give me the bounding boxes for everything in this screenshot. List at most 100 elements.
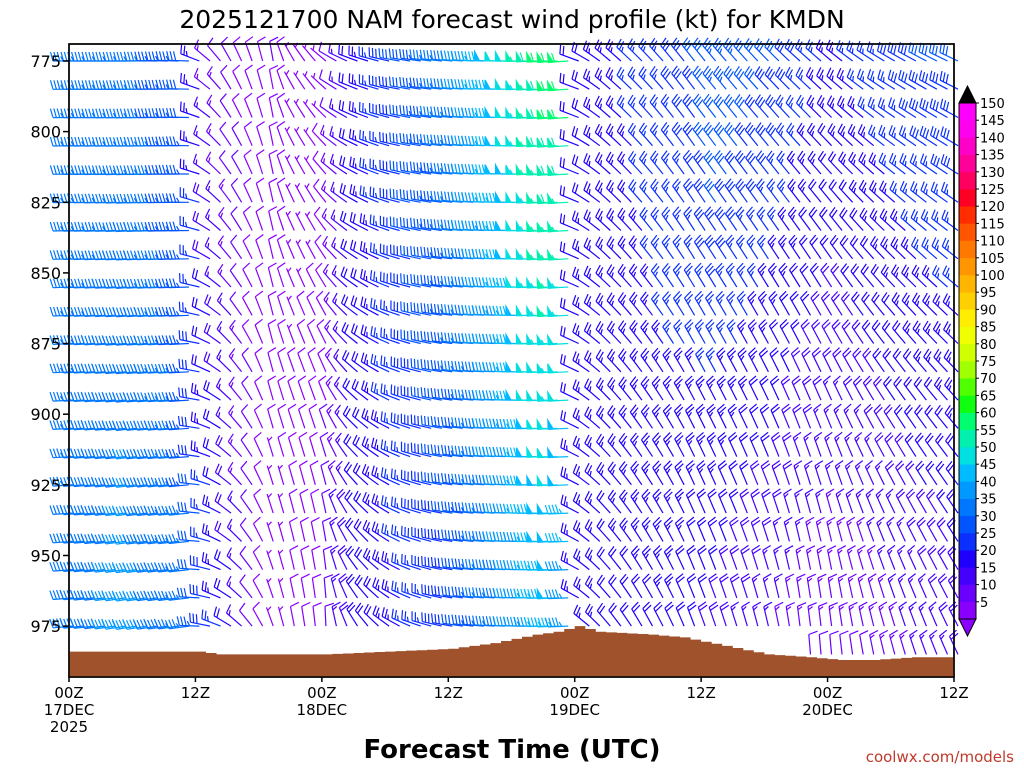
barb-feather [53, 221, 57, 232]
barb-feather [109, 80, 114, 90]
barb-feather [158, 278, 163, 288]
barb-feather [115, 307, 121, 317]
barb-feather [178, 301, 181, 312]
barb-feather [80, 392, 86, 402]
wind-barb [179, 273, 200, 288]
barb-feather [165, 534, 170, 544]
barb-feather [140, 307, 145, 317]
barb-feather [183, 616, 187, 626]
barb-feather [192, 153, 197, 163]
barb-feather [77, 193, 82, 203]
barb-feather [144, 278, 149, 289]
barb-feather [122, 535, 128, 545]
barb-feather [129, 392, 135, 402]
barb-feather [195, 212, 199, 223]
barb-feather [413, 358, 416, 369]
barb-feather [165, 136, 170, 146]
barb-feather [184, 445, 187, 455]
barb-feather [49, 335, 54, 345]
barb-feather [177, 444, 181, 454]
barb-feather [427, 416, 430, 426]
barb-shaft [179, 339, 200, 345]
barb-feather [70, 108, 75, 118]
barb-feather [151, 51, 156, 61]
wind-barb [165, 278, 189, 289]
barb-feather [98, 363, 103, 374]
barb-feather [136, 591, 142, 601]
barb-feather [348, 73, 351, 83]
wind-barb [179, 215, 200, 232]
barb-feather [172, 79, 177, 90]
barb-feather [63, 80, 68, 90]
wind-barb [204, 208, 221, 231]
barb-feather [52, 363, 57, 373]
barb-feather [147, 250, 152, 260]
barb-feather [158, 420, 163, 430]
wind-barb [179, 187, 200, 203]
barb-feather [116, 222, 121, 232]
barb-feather [154, 141, 159, 147]
barb-feather [185, 79, 188, 85]
barb-feather [175, 310, 180, 317]
barb-feather [77, 476, 82, 487]
barb-feather [137, 222, 142, 232]
barb-feather [196, 102, 199, 108]
barb-feather [119, 165, 124, 175]
barb-feather [53, 136, 57, 147]
barb-feather [91, 250, 96, 260]
barb-feather [137, 79, 142, 90]
barb-feather [189, 612, 191, 623]
barb-feather [179, 101, 182, 111]
barb-feather [208, 100, 212, 106]
barb-feather [126, 392, 131, 402]
barb-feather [73, 477, 79, 487]
barb-feather [375, 220, 378, 227]
barb-feather [193, 441, 196, 451]
barb-feather [91, 563, 96, 573]
barb-feather [165, 278, 170, 288]
barb-feather [390, 412, 393, 422]
barb-feather [207, 185, 211, 192]
barb-feather [112, 393, 117, 403]
barb-feather [380, 355, 383, 365]
barb-feather [112, 421, 117, 431]
barb-feather [185, 136, 188, 142]
barb-feather [420, 471, 423, 481]
barb-shaft [193, 133, 211, 147]
barb-feather [115, 392, 121, 402]
barb-feather [77, 51, 82, 62]
barb-feather [389, 104, 392, 114]
barb-feather [63, 136, 68, 147]
barb-feather [112, 165, 117, 175]
barb-feather [73, 562, 79, 572]
wind-barbs [49, 36, 959, 655]
barb-feather [56, 505, 61, 515]
wind-barb [165, 448, 189, 459]
barb-feather [161, 533, 166, 544]
barb-feather [154, 563, 160, 573]
barb-feather [175, 537, 180, 543]
wind-barb [190, 469, 211, 486]
barb-feather [56, 306, 61, 316]
wind-barb [165, 136, 189, 147]
barb-feather [161, 619, 166, 629]
barb-feather [116, 193, 121, 204]
barb-feather [105, 335, 110, 346]
barb-feather [52, 590, 58, 600]
barb-feather [102, 137, 107, 147]
barb-feather [60, 51, 65, 62]
barb-feather [63, 306, 68, 317]
barb-feather [74, 51, 79, 62]
barb-feather [115, 335, 121, 346]
barb-feather [112, 563, 117, 573]
barb-feather [59, 590, 65, 600]
barb-feather [133, 563, 139, 573]
barb-feather [417, 331, 419, 341]
barb-feather [186, 620, 191, 627]
barb-feather [84, 307, 89, 317]
barb-feather [119, 364, 124, 374]
barb-feather [202, 466, 206, 476]
barb-feather [151, 250, 156, 260]
barb-feather [129, 307, 135, 317]
barb-feather [193, 67, 199, 77]
